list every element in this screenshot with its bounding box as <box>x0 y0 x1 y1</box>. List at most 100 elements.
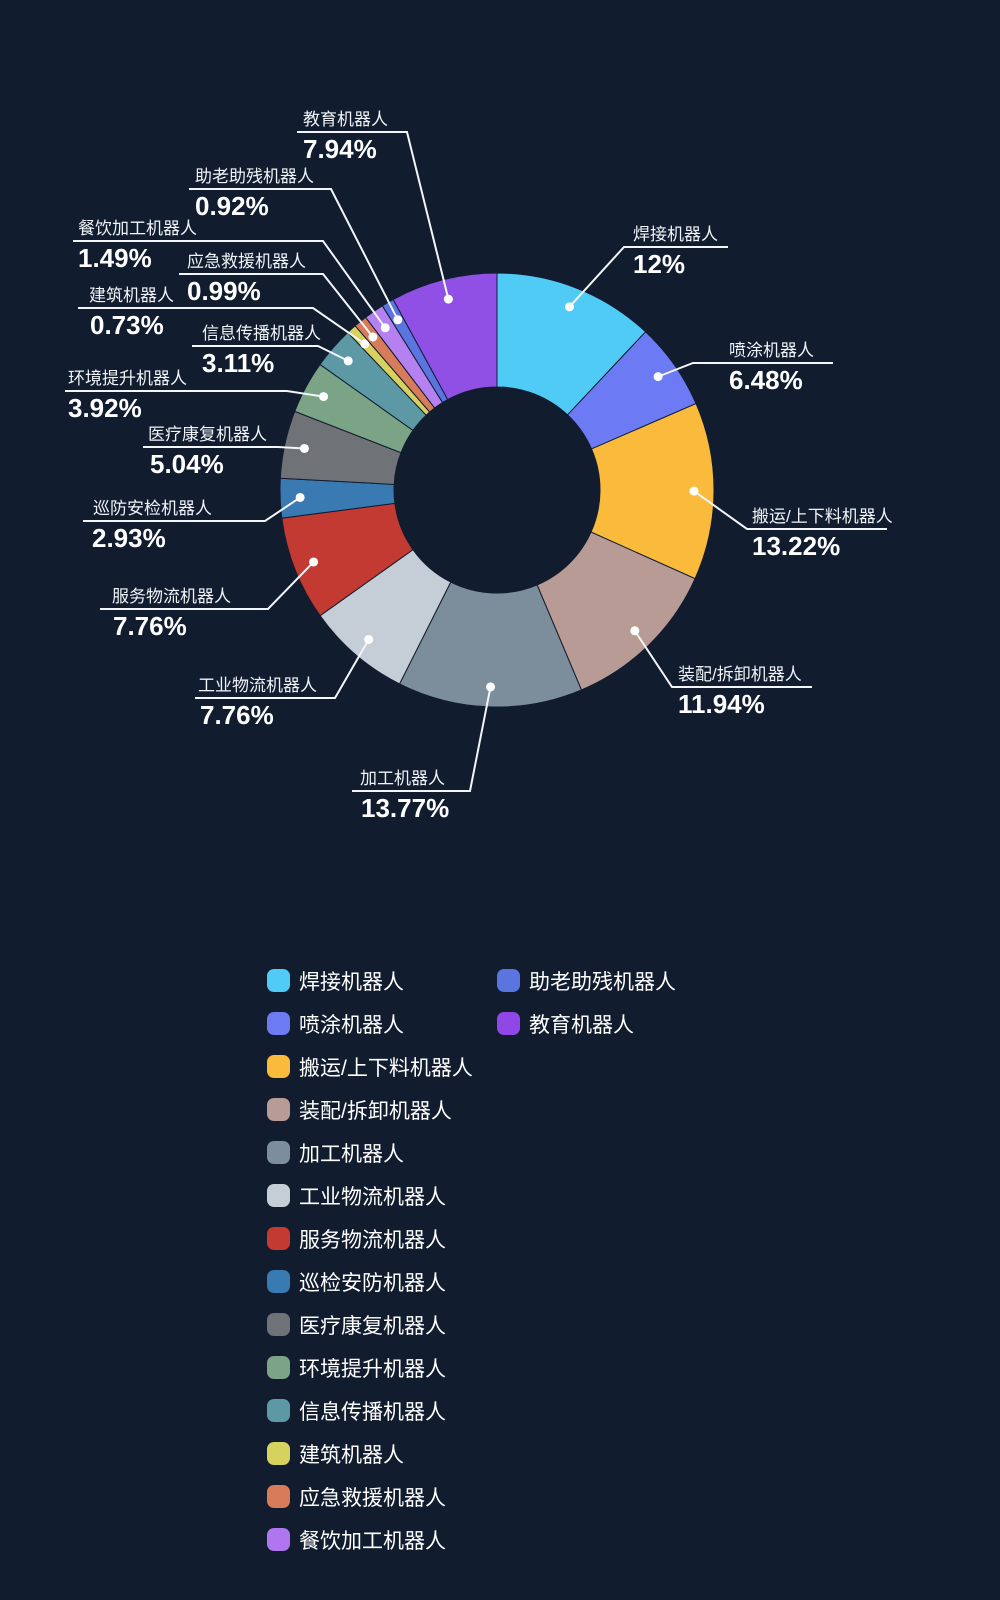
slice-label-7: 服务物流机器人 7.76% <box>100 557 319 641</box>
legend-item[interactable]: 喷涂机器人 <box>267 1002 473 1045</box>
slice-value: 3.92% <box>68 393 142 423</box>
pie-slice-16[interactable] <box>392 272 498 401</box>
slice-name: 医疗康复机器人 <box>148 425 267 444</box>
leader-line <box>65 390 324 398</box>
slice-name: 喷涂机器人 <box>729 341 814 360</box>
leader-dot <box>368 332 378 342</box>
legend-label: 焊接机器人 <box>299 970 404 994</box>
legend-swatch-icon <box>267 1442 290 1465</box>
legend-label: 喷涂机器人 <box>299 1013 404 1037</box>
leader-line <box>189 188 399 321</box>
slice-label-8: 巡防安检机器人 2.93% <box>83 492 305 553</box>
legend-item[interactable]: 餐饮加工机器人 <box>267 1518 473 1561</box>
pie-slice-5[interactable] <box>398 581 583 708</box>
legend-swatch-icon <box>267 1184 290 1207</box>
leader-dot <box>393 315 403 325</box>
slice-value: 13.22% <box>752 531 840 561</box>
legend-item[interactable]: 应急救援机器人 <box>267 1475 473 1518</box>
legend-label: 加工机器人 <box>299 1142 404 1166</box>
leader-dot <box>486 682 496 692</box>
legend-item[interactable]: 助老助残机器人 <box>497 959 676 1002</box>
legend-item[interactable]: 工业物流机器人 <box>267 1174 473 1217</box>
slice-value: 7.76% <box>113 611 187 641</box>
leader-line <box>143 446 305 450</box>
legend-label: 餐饮加工机器人 <box>299 1529 446 1553</box>
leader-dot <box>443 294 453 304</box>
legend-swatch-icon <box>497 1012 520 1035</box>
slice-value: 5.04% <box>150 449 224 479</box>
legend-label: 工业物流机器人 <box>299 1185 446 1209</box>
leader-line <box>195 638 370 699</box>
leader-line <box>657 362 833 378</box>
slice-label-14: 餐饮加工机器人 1.49% <box>73 219 390 333</box>
donut-chart: 焊接机器人 12% 喷涂机器人 6.48% 搬运/上下料机器人 13.22% 装配/拆卸机器… <box>65 110 893 823</box>
slice-name: 焊接机器人 <box>633 225 718 244</box>
legend-item[interactable]: 信息传播机器人 <box>267 1389 473 1432</box>
slice-name: 教育机器人 <box>303 110 388 129</box>
slice-name: 搬运/上下料机器人 <box>752 507 893 526</box>
legend-swatch-icon <box>267 1528 290 1551</box>
leader-line <box>78 307 366 345</box>
legend-swatch-icon <box>267 1227 290 1250</box>
leader-line <box>192 345 349 362</box>
leader-dot <box>364 634 374 644</box>
slice-value: 0.73% <box>90 310 164 340</box>
slice-name: 餐饮加工机器人 <box>78 219 197 238</box>
slice-label-16: 教育机器人 7.94% <box>297 110 453 304</box>
leader-dot <box>309 557 319 567</box>
leader-line <box>297 131 450 300</box>
legend-label: 巡检安防机器人 <box>299 1271 446 1295</box>
legend-item[interactable]: 巡检安防机器人 <box>267 1260 473 1303</box>
legend-item[interactable]: 焊接机器人 <box>267 959 473 1002</box>
leader-line <box>568 246 728 308</box>
legend-swatch-icon <box>267 1313 290 1336</box>
legend-label: 助老助残机器人 <box>529 970 676 994</box>
slice-value: 13.77% <box>361 793 449 823</box>
slice-label-10: 环境提升机器人 3.92% <box>65 369 329 423</box>
legend-item[interactable]: 建筑机器人 <box>267 1432 473 1475</box>
slice-label-1: 焊接机器人 12% <box>565 225 728 312</box>
slice-name: 信息传播机器人 <box>202 324 321 343</box>
legend-item[interactable]: 搬运/上下料机器人 <box>267 1045 473 1088</box>
legend-label: 应急救援机器人 <box>299 1486 446 1510</box>
legend-swatch-icon <box>267 1485 290 1508</box>
slice-label-6: 工业物流机器人 7.76% <box>195 634 374 730</box>
legend-swatch-icon <box>267 1399 290 1422</box>
slice-name: 加工机器人 <box>360 769 445 788</box>
legend-swatch-icon <box>267 1012 290 1035</box>
legend-label: 环境提升机器人 <box>299 1357 446 1381</box>
slice-value: 6.48% <box>729 365 803 395</box>
legend-swatch-icon <box>267 1270 290 1293</box>
leader-dot <box>343 356 353 366</box>
slice-name: 装配/拆卸机器人 <box>678 665 802 684</box>
leader-dot <box>689 486 699 496</box>
leader-line <box>100 561 315 610</box>
slice-name: 环境提升机器人 <box>68 369 187 388</box>
legend-label: 建筑机器人 <box>299 1443 404 1467</box>
slice-value: 0.92% <box>195 191 269 221</box>
slice-label-13: 应急救援机器人 0.99% <box>179 252 378 342</box>
slice-name: 助老助残机器人 <box>195 167 314 186</box>
slice-label-2: 喷涂机器人 6.48% <box>653 341 833 395</box>
slice-label-15: 助老助残机器人 0.92% <box>189 167 403 325</box>
legend-item[interactable]: 医疗康复机器人 <box>267 1303 473 1346</box>
legend-swatch-icon <box>267 969 290 992</box>
legend-swatch-icon <box>267 1055 290 1078</box>
leader-line <box>633 630 812 688</box>
legend-swatch-icon <box>267 1141 290 1164</box>
legend-item[interactable]: 加工机器人 <box>267 1131 473 1174</box>
slice-value: 7.76% <box>200 700 274 730</box>
leader-dot <box>295 492 305 502</box>
slice-name: 工业物流机器人 <box>198 676 317 695</box>
legend-item[interactable]: 教育机器人 <box>497 1002 676 1045</box>
legend-label: 信息传播机器人 <box>299 1400 446 1424</box>
legend-item[interactable]: 装配/拆卸机器人 <box>267 1088 473 1131</box>
legend-item[interactable]: 服务物流机器人 <box>267 1217 473 1260</box>
slice-value: 3.11% <box>202 348 274 378</box>
leader-dot <box>319 392 329 402</box>
slice-label-5: 加工机器人 13.77% <box>352 682 496 823</box>
legend-item[interactable]: 环境提升机器人 <box>267 1346 473 1389</box>
leader-line <box>352 686 492 792</box>
slice-name: 应急救援机器人 <box>187 252 306 271</box>
